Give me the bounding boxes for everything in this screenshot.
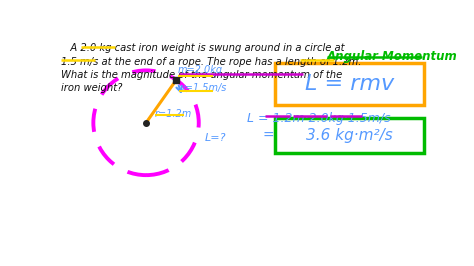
FancyBboxPatch shape: [275, 118, 424, 153]
Text: L = 1.2m·2.0kg·1.5m/s: L = 1.2m·2.0kg·1.5m/s: [247, 112, 391, 125]
Text: =: =: [262, 129, 274, 143]
Text: 3.6 kg·m²/s: 3.6 kg·m²/s: [307, 128, 393, 143]
Text: A 2.0 kg cast iron weight is swung around in a circle at: A 2.0 kg cast iron weight is swung aroun…: [61, 43, 344, 53]
Text: v=1.5m/s: v=1.5m/s: [179, 83, 227, 93]
Text: Angular Momentum: Angular Momentum: [327, 50, 457, 63]
Text: L = rmv: L = rmv: [305, 74, 394, 94]
Text: r=1.2m: r=1.2m: [155, 109, 192, 119]
Text: m=2.0kg: m=2.0kg: [178, 65, 223, 75]
Text: What is the magnitude of the angular momentum of the: What is the magnitude of the angular mom…: [61, 70, 342, 80]
FancyBboxPatch shape: [275, 64, 424, 105]
Text: iron weight?: iron weight?: [61, 83, 122, 93]
Text: 1.5 m/s at the end of a rope. The rope has a length of 1.2m.: 1.5 m/s at the end of a rope. The rope h…: [61, 57, 361, 66]
Text: L=?: L=?: [205, 133, 227, 143]
